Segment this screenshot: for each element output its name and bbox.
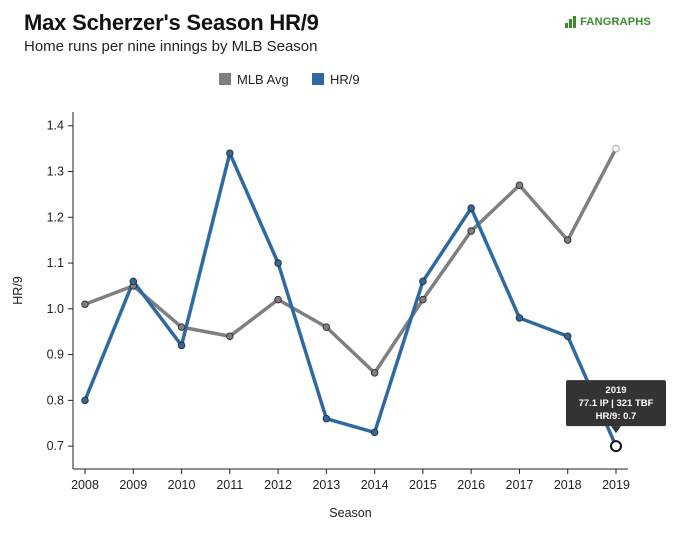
x-tick-label: 2017 bbox=[506, 478, 534, 492]
x-tick-label: 2010 bbox=[168, 478, 196, 492]
data-point-player bbox=[563, 332, 572, 341]
data-point-mlb_avg bbox=[612, 144, 620, 153]
legend-swatch-player bbox=[312, 73, 324, 85]
data-point-player bbox=[515, 314, 524, 322]
data-point-player bbox=[177, 341, 186, 350]
y-tick-label: 1.2 bbox=[47, 210, 64, 224]
series-line-mlb_avg bbox=[83, 146, 618, 375]
x-tick-label: 2016 bbox=[457, 478, 485, 492]
legend: MLB Avg HR/9 bbox=[219, 72, 360, 87]
legend-swatch-mlb_avg bbox=[219, 73, 231, 85]
y-tick-label: 1.0 bbox=[47, 302, 64, 316]
tooltip-season: 2019 bbox=[605, 385, 626, 396]
x-tick-label: 2019 bbox=[602, 478, 630, 492]
legend-label-player: HR/9 bbox=[330, 72, 360, 87]
data-point-mlb_avg bbox=[322, 323, 331, 331]
data-point-player bbox=[467, 204, 475, 212]
y-tick-label: 1.4 bbox=[47, 119, 64, 133]
x-tick-label: 2008 bbox=[71, 478, 99, 492]
data-point-mlb_avg bbox=[274, 295, 282, 304]
x-tick-label: 2014 bbox=[361, 478, 389, 492]
y-axis-title: HR/9 bbox=[11, 276, 25, 305]
tooltip-line2: HR/9: 0.7 bbox=[596, 411, 637, 422]
fangraphs-logo-text: FANGRAPHS bbox=[580, 16, 651, 28]
tooltip-arrow bbox=[611, 426, 621, 434]
data-point-player bbox=[419, 277, 427, 286]
data-point-player bbox=[226, 149, 234, 157]
x-tick-label: 2011 bbox=[216, 478, 243, 492]
data-point-player bbox=[81, 396, 89, 405]
axes: 0.7 0.8 0.9 1.0 1.1 1.2 1.3 1.4 2008 2009 2010 2011… bbox=[11, 112, 630, 520]
tooltip-highlight-point bbox=[610, 440, 622, 453]
chart-subtitle: Home runs per nine innings by MLB Season bbox=[24, 38, 318, 55]
series-line-player bbox=[83, 151, 618, 448]
data-point-mlb_avg bbox=[81, 300, 89, 308]
legend-label-mlb_avg: MLB Avg bbox=[237, 72, 289, 87]
x-tick-label: 2015 bbox=[409, 478, 437, 492]
chart-title: Max Scherzer's Season HR/9 bbox=[24, 10, 319, 35]
x-axis-title: Season bbox=[329, 506, 371, 520]
data-point-mlb_avg bbox=[226, 332, 234, 341]
x-tick-label: 2018 bbox=[554, 478, 582, 492]
x-tick-label: 2013 bbox=[312, 478, 340, 492]
data-point-player bbox=[370, 428, 379, 437]
data-point-mlb_avg bbox=[370, 369, 379, 377]
data-point-player bbox=[322, 414, 331, 423]
fangraphs-logo[interactable]: FANGRAPHS bbox=[565, 16, 651, 28]
series-points bbox=[81, 144, 620, 437]
y-tick-label: 0.7 bbox=[47, 439, 64, 453]
y-tick-label: 0.8 bbox=[47, 393, 64, 407]
series-lines bbox=[83, 146, 618, 448]
y-tick-label: 1.3 bbox=[47, 165, 64, 179]
tooltip-line1: 77.1 IP | 321 TBF bbox=[579, 398, 654, 409]
data-point-mlb_avg bbox=[563, 236, 572, 244]
data-point-mlb_avg bbox=[419, 295, 427, 304]
data-point-player bbox=[129, 277, 138, 286]
tooltip: 2019 77.1 IP | 321 TBF HR/9: 0.7 bbox=[566, 380, 666, 453]
fangraphs-logo-icon bbox=[565, 16, 577, 28]
tooltip-box bbox=[566, 380, 666, 427]
data-point-mlb_avg bbox=[467, 227, 475, 235]
y-tick-label: 1.1 bbox=[47, 256, 64, 270]
x-tick-label: 2012 bbox=[264, 478, 292, 492]
y-tick-label: 0.9 bbox=[47, 348, 64, 362]
x-tick-label: 2009 bbox=[119, 478, 147, 492]
data-point-mlb_avg bbox=[515, 181, 524, 189]
data-point-player bbox=[274, 259, 282, 267]
data-point-mlb_avg bbox=[177, 323, 186, 331]
